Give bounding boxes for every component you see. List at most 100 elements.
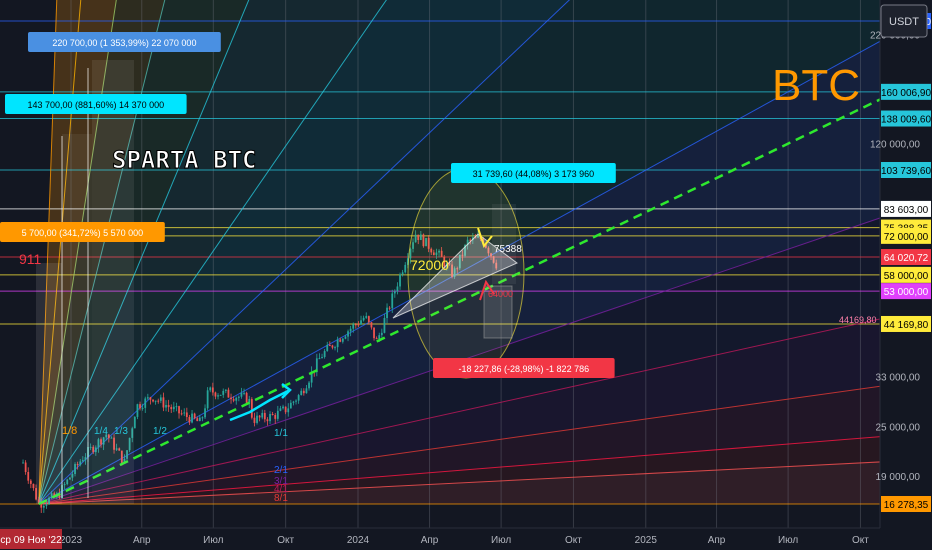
candle-body: [94, 447, 97, 453]
candle-body: [393, 291, 396, 294]
candle-body: [414, 234, 417, 243]
candle-body: [81, 460, 84, 462]
candle-body: [105, 434, 108, 438]
vertical-grid: [70, 0, 861, 528]
candle-body: [269, 413, 271, 422]
candle-body: [336, 339, 339, 348]
candle-body: [243, 392, 245, 394]
chart-labels: 220 700,00 (1 353,99%) 22 070 000 143 700…: [0, 32, 877, 504]
candle-body: [84, 457, 87, 461]
candle-body: [331, 345, 334, 348]
price-level-label: 72 000,00: [884, 232, 929, 243]
price-level-label: 53 000,00: [884, 287, 929, 298]
candle-body: [144, 398, 147, 408]
currency-button[interactable]: USDT: [880, 4, 928, 38]
candle-body: [386, 307, 388, 319]
chart-annotation: 75388: [494, 244, 522, 255]
candle-body: [71, 473, 74, 478]
cyan-arrow: [229, 388, 291, 422]
candle-body: [451, 264, 453, 277]
measure-label-box: [5, 94, 187, 114]
candle-body: [258, 415, 261, 418]
x-tick-label: 2025: [635, 535, 658, 546]
measure-label-box: [28, 32, 221, 52]
price-level-label: 83 603,00: [884, 205, 929, 216]
fan-line: [38, 306, 932, 505]
candle-body: [126, 450, 128, 459]
candle-body: [175, 406, 178, 408]
candle-body: [360, 320, 362, 325]
candle-body: [484, 244, 487, 248]
price-level-badge: [881, 266, 931, 283]
candle-body: [185, 412, 188, 418]
candle-body: [427, 238, 430, 249]
candle-body: [196, 418, 199, 422]
candle-body: [224, 389, 227, 391]
candle-body: [102, 437, 105, 445]
crosshair-date: ср 09 Ноя '22: [0, 535, 62, 546]
price-level-badge: [881, 283, 931, 300]
candle-body: [378, 335, 381, 339]
candle-body: [237, 396, 240, 398]
candle-body: [183, 412, 186, 414]
candle-body: [448, 263, 451, 265]
candle-body: [375, 338, 378, 340]
candle-body: [22, 462, 24, 464]
candle-body: [367, 316, 370, 323]
candle-body: [58, 493, 61, 498]
candle-body: [37, 499, 40, 503]
candle-body: [131, 428, 134, 438]
candle-body: [139, 404, 141, 409]
fan-lines: [38, 0, 932, 505]
candle-body: [458, 254, 461, 269]
candle-body: [422, 234, 425, 247]
candle-body: [261, 412, 264, 418]
candle-body: [490, 253, 492, 257]
candle-body: [40, 502, 43, 508]
rise-measure-box: [492, 204, 516, 284]
candle-body: [45, 504, 48, 506]
candle-body: [110, 437, 113, 439]
candle-body: [97, 439, 100, 448]
candle-body: [68, 477, 71, 480]
chart-annotation: 1/3: [114, 426, 128, 437]
candle-body: [115, 448, 118, 450]
candle-body: [133, 416, 136, 429]
candle-body: [292, 401, 295, 403]
candle-body: [315, 358, 318, 373]
candle-body: [295, 400, 297, 402]
candle-body: [352, 324, 355, 329]
candle-body: [188, 417, 191, 423]
candle-body: [240, 392, 243, 397]
candle-body: [250, 399, 253, 418]
price-level-badge: [881, 496, 931, 512]
chart-annotation: 2/1: [274, 465, 288, 476]
time-axis: 2023 Апр Июл Окт 2024 Апр Июл Окт 2025 Апр Июл Окт: [60, 535, 869, 546]
candle-body: [308, 382, 310, 389]
candle-body: [412, 242, 414, 249]
candle-body: [302, 390, 305, 394]
candle-body: [417, 234, 420, 241]
candle-body: [149, 397, 152, 400]
price-level-badge: [881, 83, 931, 100]
candle-body: [42, 505, 45, 508]
down-arrow: [477, 227, 493, 249]
chart-title: BTC: [772, 61, 860, 110]
candle-body: [323, 351, 326, 358]
x-tick-label: Окт: [277, 535, 294, 546]
candle-body: [201, 417, 204, 419]
chart-annotation: 3/1: [274, 476, 288, 487]
candle-body: [204, 408, 206, 418]
candle-body: [495, 262, 498, 269]
chart-annotation: 64000: [488, 289, 513, 299]
candle-body: [66, 479, 69, 485]
up-arrow: [479, 279, 495, 301]
candle-body: [391, 293, 394, 309]
candle-body: [287, 408, 290, 413]
measure-label: 31 739,60 (44,08%) 3 173 960: [473, 169, 595, 179]
candle-body: [245, 392, 248, 403]
candle-body: [334, 347, 336, 349]
plot-background: [0, 0, 880, 528]
